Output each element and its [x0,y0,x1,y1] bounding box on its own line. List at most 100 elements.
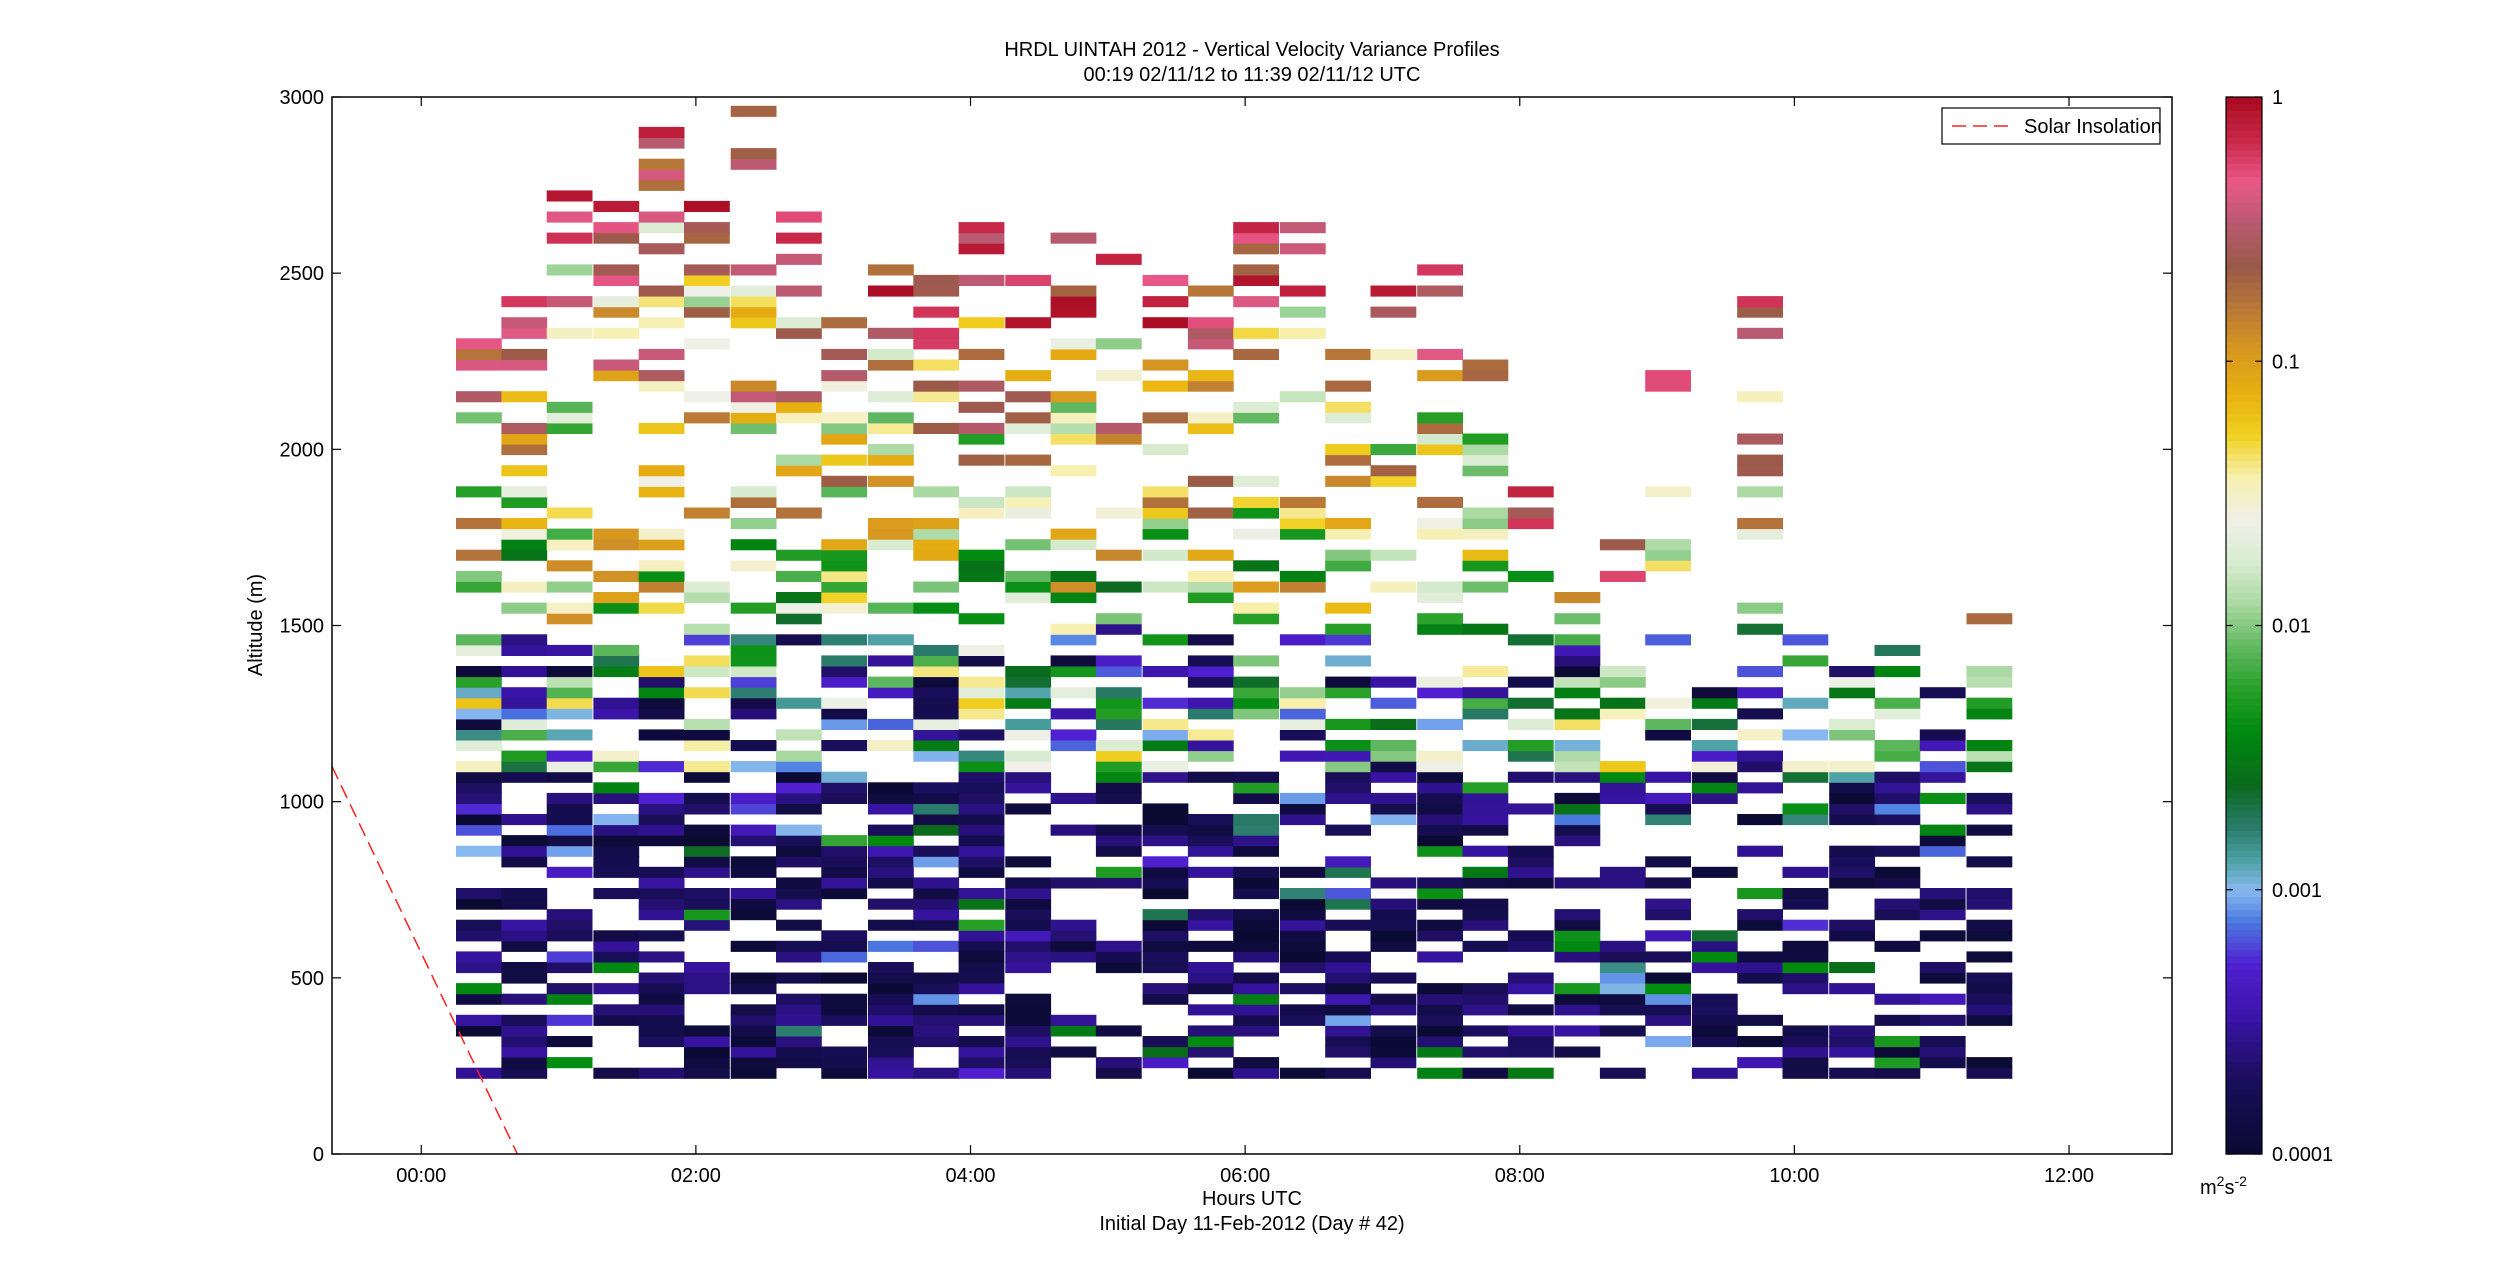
heatmap-cell [821,422,868,434]
heatmap-cell [821,930,868,942]
heatmap-cell [1782,898,1829,910]
heatmap-cell [1095,740,1142,752]
heatmap-cell [1233,983,1279,995]
heatmap-cell [1005,856,1052,868]
heatmap-cell [1737,296,1783,308]
heatmap-cell [1187,327,1234,339]
heatmap-cell [1417,1014,1463,1026]
heatmap-cell [546,909,593,921]
heatmap-cell [1325,380,1371,392]
colorbar-segment [2226,169,2262,177]
heatmap-cell [1187,962,1234,974]
heatmap-cell [821,1004,868,1016]
colorbar-segment [2226,447,2262,455]
heatmap-cell [1325,454,1371,466]
heatmap-cell [821,539,868,551]
heatmap-cell [1050,792,1097,804]
heatmap-cell [501,549,548,561]
heatmap-cell [776,613,822,625]
heatmap-cell [913,824,960,836]
heatmap-cell [1645,370,1691,382]
colorbar-axis: 0.0001 0.001 0.01 0.1 1 [2226,87,2333,1166]
heatmap-cell [730,676,777,688]
heatmap-cell [1187,845,1234,857]
colorbar-segment [2226,334,2262,343]
heatmap-cell [868,1025,914,1037]
heatmap-cell [1874,792,1921,804]
heatmap-cell [730,486,777,498]
heatmap-cell [868,391,914,403]
heatmap-cell [1417,496,1463,508]
heatmap-cell [1325,771,1371,783]
heatmap-cell [593,845,640,857]
heatmap-cell [501,465,548,477]
heatmap-cell [546,930,593,942]
heatmap-cell [1645,898,1691,910]
heatmap-cell [1142,549,1189,561]
heatmap-cell [501,761,548,773]
heatmap-cell [456,1014,502,1026]
heatmap-cell [456,549,502,561]
heatmap-cell [1095,623,1142,635]
heatmap-cell [684,740,730,752]
heatmap-cell [1005,412,1052,424]
heatmap-cell [1966,803,2013,815]
heatmap-cell [1005,898,1052,910]
heatmap-cell [1233,327,1279,339]
heatmap-cell [1462,824,1509,836]
heatmap-cell [958,972,1005,984]
heatmap-cell [1325,856,1371,868]
heatmap-cell [1554,592,1601,604]
heatmap-cell [776,697,822,709]
heatmap-cell [821,1014,868,1026]
heatmap-cell [730,306,777,318]
colorbar-segment [2226,235,2262,243]
colorbar-segment [2226,328,2262,336]
colorbar-segment [2226,196,2262,204]
heatmap-cell [1691,866,1738,878]
heatmap-cell [958,613,1005,625]
heatmap-cell [1829,1046,1875,1058]
heatmap-cell [1554,718,1601,730]
heatmap-cell [1095,613,1142,625]
heatmap-cell [776,898,822,910]
heatmap-cell [1050,465,1097,477]
heatmap-cell [776,232,822,244]
heatmap-cell [1142,803,1189,815]
heatmap-cell [1187,422,1234,434]
heatmap-cell [1233,496,1279,508]
heatmap-cell [1233,274,1279,286]
heatmap-cell [776,951,822,963]
heatmap-cell [546,761,593,773]
heatmap-cell [1095,422,1142,434]
heatmap-cell [684,592,730,604]
heatmap-cell [958,433,1005,445]
heatmap-cell [1050,391,1097,403]
heatmap-cell [501,919,548,931]
heatmap-cell [593,1014,640,1026]
heatmap-cell [1966,898,2013,910]
heatmap-cell [1050,666,1097,678]
heatmap-cell [1645,803,1691,815]
heatmap-cell [1829,983,1875,995]
heatmap-cell [501,391,548,403]
heatmap-cell [1417,824,1463,836]
heatmap-cell [958,222,1005,234]
heatmap-cell [1187,370,1234,382]
heatmap-cell [1142,909,1189,921]
heatmap-cell [1279,750,1326,762]
heatmap-cell [1417,613,1463,625]
heatmap-cell [1005,1057,1052,1069]
colorbar-segment [2226,797,2262,805]
heatmap-cell [958,750,1005,762]
heatmap-cell [1233,792,1279,804]
heatmap-cell [1279,803,1326,815]
heatmap-cell [1187,676,1234,688]
heatmap-cell [1462,465,1509,477]
heatmap-cell [868,856,914,868]
colorbar-segment [2226,215,2262,224]
heatmap-cell [1095,1025,1142,1037]
heatmap-cell [958,866,1005,878]
heatmap-cell [1645,560,1691,572]
colorbar-segment [2226,889,2262,897]
